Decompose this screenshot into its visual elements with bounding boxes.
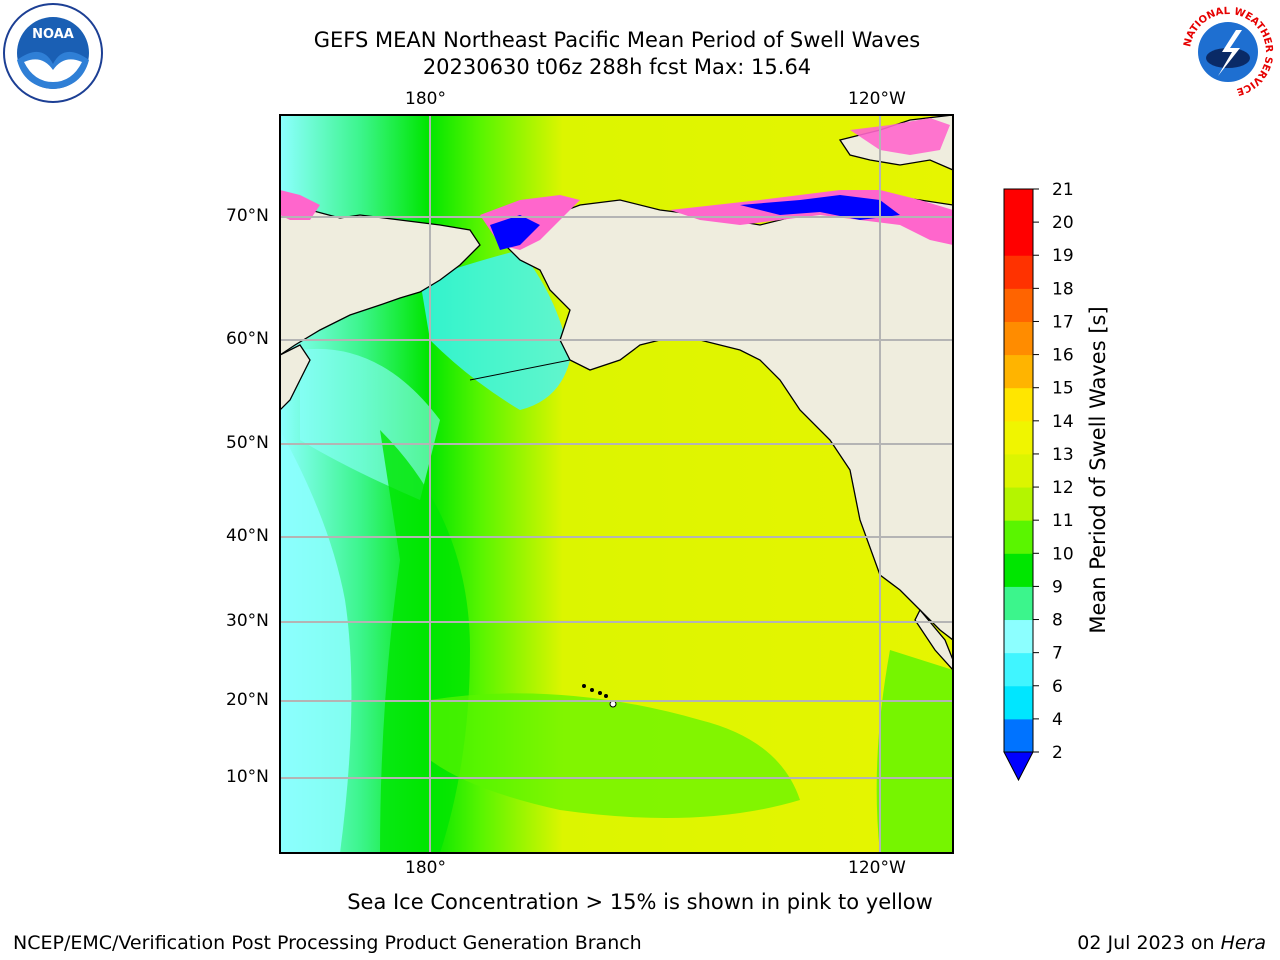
lat-label-40n: 40°N [226,526,269,546]
colorbar-tick-label: 9 [1052,577,1063,597]
colorbar-segment [1004,586,1033,621]
colorbar-tick-label: 2 [1052,743,1063,763]
colorbar-segment [1004,553,1033,587]
colorbar-segment [1004,619,1033,654]
colorbar-segment [1004,222,1033,256]
colorbar-tick-label: 4 [1052,710,1063,730]
lat-label-20n: 20°N [226,690,269,710]
colorbar-tick-label: 21 [1052,180,1074,200]
colorbar-segment [1004,321,1033,356]
colorbar-segment [1004,420,1033,455]
sea-ice-note: Sea Ice Concentration > 15% is shown in … [347,890,933,914]
colorbar: 2 4 6 7 8 9 10 11 12 13 14 15 16 17 18 19 20 21 [1003,180,1074,782]
footer-right: 02 Jul 2023 on Hera [1077,932,1266,954]
colorbar-tick-label: 12 [1052,478,1074,498]
colorbar-segment [1004,520,1033,554]
colorbar-segment [1004,718,1033,753]
lon-label-top-120w: 120°W [848,89,906,109]
footer-left: NCEP/EMC/Verification Post Processing Pr… [13,932,642,954]
colorbar-segment [1004,387,1033,422]
sea-ice [280,118,953,250]
colorbar-segment [1004,487,1033,521]
lon-label-bottom-120w: 120°W [848,858,906,878]
lat-label-60n: 60°N [226,329,269,349]
lat-label-70n: 70°N [226,206,269,226]
colorbar-label: Mean Period of Swell Waves [s] [1086,306,1110,634]
colorbar-tick-label: 15 [1052,379,1074,399]
colorbar-tick-label: 16 [1052,346,1074,366]
nws-logo: NATIONAL WEATHER SERVICE [1180,4,1276,100]
colorbar-tick-label: 11 [1052,511,1074,531]
colorbar-segment [1004,288,1033,322]
colorbar-tick-label: 17 [1052,312,1074,332]
noaa-logo: NOAA [3,3,103,103]
colorbar-extend-arrow [1003,751,1034,782]
hawaii-islands [582,684,617,708]
swell-west-band [280,430,352,853]
colorbar-segment [1004,453,1033,488]
colorbar-tick-label: 20 [1052,213,1074,233]
colorbar-tick-label: 10 [1052,544,1074,564]
map-area [280,115,953,853]
noaa-logo-text: NOAA [32,27,74,42]
colorbar-tick-label: 14 [1052,412,1074,432]
chart-title: GEFS MEAN Northeast Pacific Mean Period … [313,28,921,52]
chart-subtitle: 20230630 t06z 288h fcst Max: 15.64 [422,55,812,79]
colorbar-frame [1003,188,1034,753]
colorbar-segment [1004,189,1033,223]
lat-label-50n: 50°N [226,433,269,453]
lon-label-bottom-180: 180° [405,858,446,878]
colorbar-segment [1004,255,1033,289]
colorbar-tick-label: 13 [1052,445,1074,465]
lat-label-30n: 30°N [226,611,269,631]
footer-host: Hera [1220,932,1266,954]
colorbar-tick-label: 19 [1052,246,1074,266]
colorbar-tick-label: 8 [1052,611,1063,631]
footer-date: 02 Jul 2023 on [1077,932,1221,954]
colorbar-segment [1004,685,1033,720]
colorbar-tick-label: 7 [1052,644,1063,664]
lat-label-10n: 10°N [226,767,269,787]
colorbar-tick-label: 6 [1052,677,1063,697]
colorbar-segment [1004,652,1033,687]
lon-label-top-180: 180° [405,89,446,109]
map-frame [279,114,954,854]
colorbar-segment [1004,354,1033,389]
graticule [280,115,953,853]
colorbar-tick-label: 18 [1052,279,1074,299]
